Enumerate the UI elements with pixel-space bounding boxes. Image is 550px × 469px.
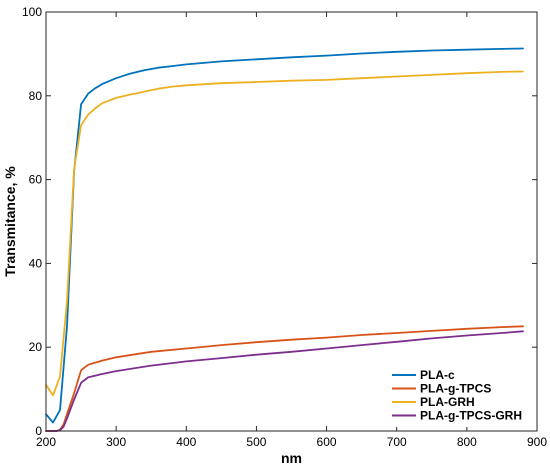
x-tick-label: 200 bbox=[36, 435, 56, 449]
plot-background bbox=[46, 12, 537, 431]
x-tick-label: 600 bbox=[317, 435, 337, 449]
y-tick-label: 80 bbox=[29, 89, 43, 103]
x-tick-label: 300 bbox=[106, 435, 126, 449]
y-tick-label: 0 bbox=[35, 424, 42, 438]
legend-label: PLA-g-TPCS bbox=[420, 382, 491, 396]
x-tick-label: 800 bbox=[457, 435, 477, 449]
series-line-pla-g-tpcs bbox=[45, 325, 524, 432]
x-tick-label: 400 bbox=[176, 435, 196, 449]
x-tick-label: 500 bbox=[246, 435, 266, 449]
axes-box bbox=[45, 11, 538, 432]
x-tick-label: 900 bbox=[527, 435, 547, 449]
legend-label: PLA-GRH bbox=[420, 395, 475, 409]
legend-label: PLA-g-TPCS-GRH bbox=[420, 409, 522, 423]
y-axis-title: Transmitance, % bbox=[2, 166, 18, 277]
y-tick-label: 40 bbox=[29, 256, 43, 270]
y-tick-label: 100 bbox=[22, 5, 42, 19]
tick-layer: 200 300 400 500 600 700 800 900 0 20 40 60 80 100 bbox=[22, 5, 547, 449]
y-tick-label: 60 bbox=[29, 173, 43, 187]
y-tick-label: 20 bbox=[29, 340, 43, 354]
x-axis-title: nm bbox=[281, 450, 302, 466]
x-tick-label: 700 bbox=[387, 435, 407, 449]
plot-area bbox=[46, 12, 537, 431]
series-line-pla-grh bbox=[45, 70, 524, 397]
series-layer bbox=[45, 47, 524, 432]
series-line-pla-g-tpcs-grh bbox=[45, 330, 524, 432]
legend-label: PLA-c bbox=[420, 368, 455, 382]
